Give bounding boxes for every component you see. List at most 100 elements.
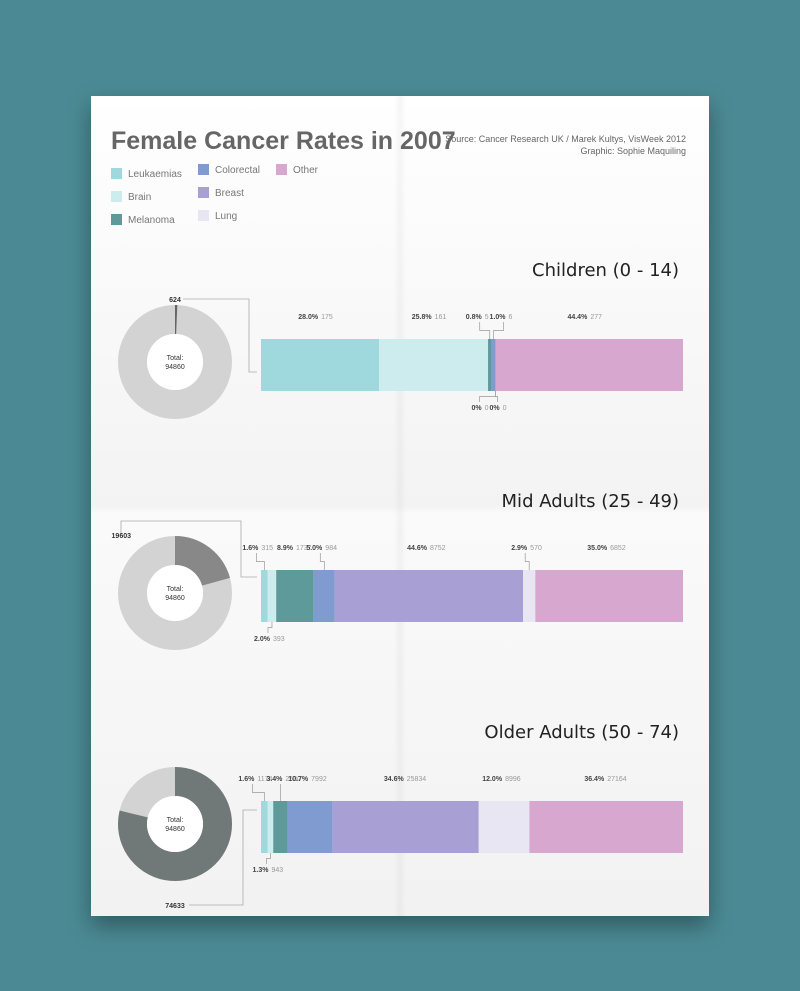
segment-percent: 44.6% — [407, 545, 428, 552]
donut-hole — [147, 334, 203, 390]
bar-segment-other — [495, 339, 683, 391]
donut-hole — [147, 565, 203, 621]
legend-item-leukaemias: Leukaemias — [111, 168, 182, 180]
segment-leader-line — [267, 622, 273, 633]
segment-count: 6 — [509, 314, 513, 321]
segment-count: 8996 — [505, 776, 521, 783]
donut-group-value: 624 — [169, 297, 181, 304]
donut-group-slice — [118, 305, 232, 419]
bar-segment-breast — [332, 801, 479, 853]
segment-label-lung: 0% 0 — [490, 391, 507, 412]
chart-section-mid-adults-25-49: Mid Adults (25 - 49) Total: 94860 19603 1.6%… — [112, 491, 683, 650]
segment-leader-line — [479, 391, 496, 402]
segment-count: 2530 — [285, 776, 301, 783]
legend-label: Leukaemias — [128, 169, 182, 180]
segment-count: 393 — [273, 636, 285, 643]
segment-percent: 1.6% — [238, 776, 255, 783]
donut-chart: Total: 94860 74633 — [118, 767, 257, 910]
segment-leader-line — [493, 322, 504, 339]
bar-segment-melanoma — [273, 801, 288, 853]
segment-leader-line — [252, 784, 265, 801]
legend-item-other: Other — [276, 164, 319, 176]
segment-label-melanoma: 8.9% 1737 — [277, 545, 312, 552]
segment-percent: 2.0% — [254, 636, 271, 643]
segment-count: 8752 — [430, 545, 446, 552]
donut-connector — [189, 809, 257, 906]
graphic-credit: Graphic: Sophie Maquiling — [580, 146, 686, 156]
segment-label-other: 36.4% 27164 — [584, 776, 626, 783]
segment-count: 0 — [485, 405, 489, 412]
bar-segment-colorectal — [287, 801, 333, 853]
chart-section-older-adults-50-74: Older Adults (50 - 74) Total: 94860 74633 1.… — [118, 722, 683, 910]
segment-label-other: 35.0% 6852 — [587, 545, 626, 552]
segment-count: 161 — [435, 314, 447, 321]
segment-count: 1737 — [296, 545, 312, 552]
segment-label-leukaemias: 28.0% 175 — [298, 314, 333, 321]
donut-group-slice — [118, 767, 232, 881]
legend-label: Breast — [215, 188, 244, 199]
legend-swatch — [198, 164, 209, 175]
segment-label-colorectal: 5.0% 984 — [306, 545, 337, 570]
segment-count: 984 — [325, 545, 337, 552]
legend-label: Brain — [128, 192, 151, 203]
segment-percent: 3.4% — [266, 776, 283, 783]
segment-percent: 35.0% — [587, 545, 608, 552]
segment-label-melanoma: 0.8% 5 — [466, 314, 491, 339]
segment-percent: 34.6% — [384, 776, 405, 783]
segment-count: 277 — [590, 314, 602, 321]
legend-swatch — [276, 164, 287, 175]
segment-percent: 1.0% — [490, 314, 507, 321]
segment-percent: 2.9% — [511, 545, 528, 552]
bar-segment-brain — [267, 801, 274, 853]
legend-swatch — [198, 187, 209, 198]
legend-item-melanoma: Melanoma — [111, 214, 175, 226]
bar-segment-breast — [334, 570, 524, 622]
donut-total-value: 94860 — [165, 595, 185, 602]
donut-total-value: 94860 — [165, 364, 185, 371]
chart-sections: Children (0 - 14) Total: 94860 624 28.0% 175 2… — [112, 260, 683, 910]
bar-segment-leukaemias — [261, 801, 268, 853]
bar-segment-melanoma — [488, 339, 492, 391]
segment-leader-line — [266, 853, 271, 864]
infographic-chart: Female Cancer Rates in 2007 Source: Canc… — [111, 127, 686, 910]
section-title: Older Adults (50 - 74) — [484, 722, 679, 743]
segment-percent: 1.6% — [242, 545, 259, 552]
segment-count: 1174 — [257, 776, 272, 783]
bar-segment-colorectal — [313, 570, 335, 622]
segment-label-brain: 1.3% 943 — [253, 853, 283, 874]
donut-total-label: Total: — [167, 586, 184, 593]
bar-segment-melanoma — [276, 570, 314, 622]
donut-total-label: Total: — [167, 355, 184, 362]
donut-group-value: 19603 — [112, 533, 132, 540]
segment-percent: 0% — [490, 405, 501, 412]
legend-label: Lung — [215, 211, 237, 222]
bar-segment-colorectal — [491, 339, 496, 391]
segment-count: 943 — [271, 867, 283, 874]
section-title: Mid Adults (25 - 49) — [502, 491, 679, 512]
legend-label: Colorectal — [215, 165, 260, 176]
donut-chart: Total: 94860 624 — [118, 297, 257, 419]
segment-label-breast: 34.6% 25834 — [384, 776, 426, 783]
segment-leader-line — [495, 391, 498, 402]
segment-label-lung: 12.0% 8996 — [482, 776, 521, 783]
poster-title: Female Cancer Rates in 2007 — [111, 127, 456, 155]
segment-percent: 25.8% — [412, 314, 433, 321]
legend-swatch — [111, 168, 122, 179]
poster-sheet: Female Cancer Rates in 2007 Source: Canc… — [91, 96, 709, 916]
segment-count: 27164 — [607, 776, 627, 783]
segment-label-brain: 2.0% 393 — [254, 622, 285, 643]
segment-leader-line — [524, 553, 530, 570]
section-title: Children (0 - 14) — [532, 260, 679, 281]
donut-chart: Total: 94860 19603 — [112, 520, 257, 650]
legend-label: Melanoma — [128, 215, 175, 226]
segment-count: 0 — [503, 405, 507, 412]
segment-percent: 8.9% — [277, 545, 294, 552]
donut-group-value: 74633 — [165, 903, 185, 910]
segment-leader-line — [479, 322, 491, 339]
segment-percent: 36.4% — [584, 776, 605, 783]
bar-segment-lung — [523, 570, 536, 622]
legend-swatch — [111, 214, 122, 225]
segment-percent: 5.0% — [306, 545, 323, 552]
